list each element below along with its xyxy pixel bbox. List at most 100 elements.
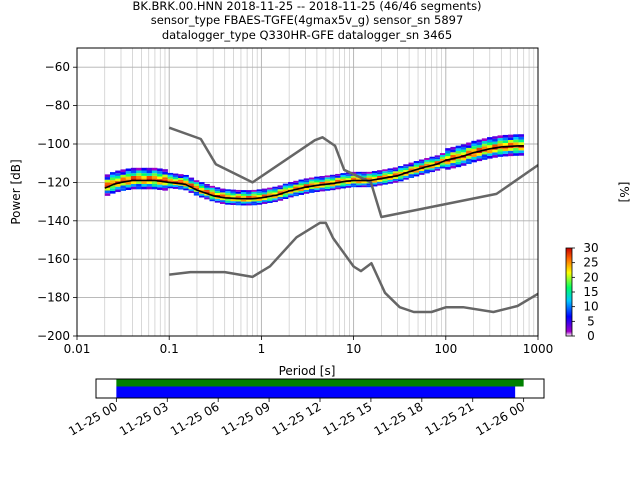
timeline-tick-label: 11-25 15 [321,399,375,438]
density-cell [314,186,320,189]
density-cell [329,186,336,189]
density-cell [366,175,373,178]
density-cell [314,182,320,185]
density-cell [408,162,415,165]
timeline-tick-label: 11-25 06 [168,399,222,438]
density-cell [471,156,477,160]
density-cell [251,195,257,198]
density-cell [382,182,388,185]
density-cell [120,182,127,186]
density-cell [141,173,147,176]
density-cell [246,203,252,206]
density-cell [178,185,184,188]
density-cell [508,134,514,138]
density-cell [408,168,415,171]
density-cell [408,172,415,175]
density-cell [371,176,378,179]
density-cell [424,163,430,166]
density-cell [167,184,174,187]
density-cell [183,186,189,189]
density-cell [418,169,425,172]
density-cell [335,185,341,188]
density-cell [445,156,451,159]
density-cell [109,190,116,194]
density-cell [235,193,242,196]
density-cell [293,184,299,187]
density-cell [246,193,252,196]
density-cell [492,136,498,139]
density-cell [204,193,210,196]
density-cell [471,148,477,152]
density-cell [377,175,383,178]
density-cell [471,159,477,163]
density-cell [387,172,394,175]
density-cell [314,190,320,193]
density-cell [481,146,488,150]
density-cell [288,193,294,196]
density-cell [204,189,210,192]
density-cell [146,170,153,174]
density-cell [492,144,498,147]
density-cell [308,190,315,193]
density-cell [487,137,493,140]
coverage-bars [116,379,524,398]
density-cell [130,167,137,171]
density-cell [256,202,263,205]
density-cell [319,177,326,180]
density-cell [261,198,268,201]
density-cell [282,187,289,190]
density-cell [104,174,111,178]
density-cell [251,191,257,194]
density-cell [466,158,472,162]
density-cell [235,203,242,206]
density-cell [408,174,415,177]
density-cell [230,195,236,198]
density-cell [193,187,200,190]
density-cell [387,181,394,184]
y-tick-label: −60 [45,60,70,74]
density-cell [204,195,210,198]
density-cell [125,176,132,180]
density-cell [240,195,247,198]
density-cell [382,173,388,176]
density-cell [272,190,278,193]
density-cell [214,196,221,199]
density-cell [225,193,231,196]
density-cell [418,165,425,168]
density-cell [392,167,399,170]
density-cell [408,176,415,178]
density-cell [303,189,310,192]
timeline-tick-label: 11-25 00 [66,399,120,438]
density-cell [178,183,184,186]
density-cell [460,146,467,150]
psd-coverage-bar [116,386,516,398]
density-cell [120,177,127,181]
density-cell [172,186,179,189]
density-cell [387,174,394,177]
density-cell [403,166,409,169]
density-cell [340,176,346,179]
density-cell [120,185,127,189]
density-cell [455,151,462,154]
density-cell [109,174,116,178]
density-cell [513,153,519,156]
density-cell [366,171,373,174]
density-cell [204,187,210,190]
density-cell [319,189,326,192]
density-cell [439,154,446,157]
density-cell [403,173,409,176]
density-cell [377,179,383,182]
density-cell [361,175,367,178]
density-cell [235,189,242,192]
density-cell [350,175,357,178]
density-cell [502,142,509,146]
density-cell [398,169,404,172]
density-cell [288,183,294,186]
colorbar-tick-label: 15 [583,285,598,299]
density-cell [209,189,216,192]
density-cell [476,142,483,145]
density-cell [492,149,498,153]
density-cell [288,185,294,188]
psd-data [104,126,538,314]
